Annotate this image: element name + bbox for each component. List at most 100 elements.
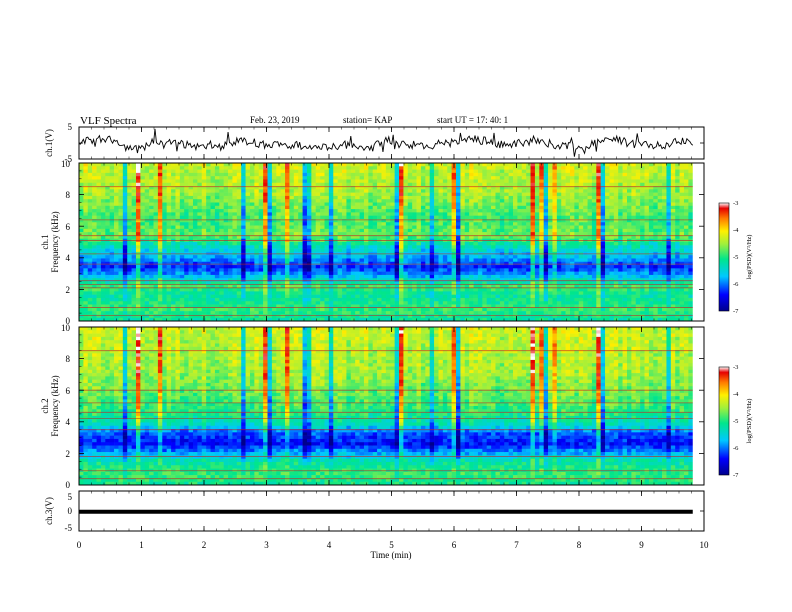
spectrogram-cell xyxy=(188,182,194,187)
spectrogram-cell xyxy=(258,176,264,180)
spectrogram-cell xyxy=(293,261,299,266)
spectrogram-cell xyxy=(144,307,150,312)
spectrogram-cell xyxy=(513,218,518,223)
spectrogram-cell xyxy=(232,166,238,170)
spectrogram-cell xyxy=(153,265,159,269)
spectrogram-cell xyxy=(83,281,89,286)
spectrogram-cell xyxy=(381,261,387,266)
spectrogram-cell xyxy=(350,261,356,266)
spectrogram-cell xyxy=(442,209,448,213)
spectrogram-cell xyxy=(175,228,181,233)
spectrogram-cell xyxy=(184,248,189,253)
spectrogram-cell xyxy=(306,189,312,193)
spectrogram-cell xyxy=(144,202,150,207)
spectrogram-cell xyxy=(434,222,439,226)
spectrogram-cell xyxy=(179,294,185,299)
spectrogram-cell xyxy=(118,288,124,292)
spectrogram-cell xyxy=(289,268,295,272)
spectrogram-cell xyxy=(289,317,295,322)
spectrogram-cell xyxy=(320,163,325,167)
spectrogram-cell xyxy=(144,218,150,223)
spectrogram-cell xyxy=(342,242,347,246)
spectrogram-cell xyxy=(289,186,295,190)
spectrogram-cell xyxy=(337,301,343,305)
spectrogram-cell xyxy=(469,209,474,213)
spectrogram-cell xyxy=(442,192,448,197)
spectrogram-cell xyxy=(122,294,128,299)
spectrogram-cell xyxy=(267,294,273,299)
spectrogram-cell xyxy=(263,245,268,249)
spectrogram-cell xyxy=(499,268,505,272)
spectrogram-cell xyxy=(513,265,518,269)
spectrogram-cell xyxy=(482,291,487,295)
spectrogram-cell xyxy=(403,245,409,249)
spectrogram-cell xyxy=(245,209,251,213)
spectrogram-cell xyxy=(486,271,492,276)
spectrogram-cell xyxy=(289,225,295,230)
spectrogram-cell xyxy=(162,311,167,315)
spectrogram-cell xyxy=(109,215,115,220)
spectrogram-cell xyxy=(122,225,128,230)
spectrogram-cell xyxy=(477,307,483,312)
spectrogram-cell xyxy=(254,294,260,299)
spectrogram-cell xyxy=(333,235,338,240)
spectrogram-cell xyxy=(311,281,317,286)
spectrogram-cell xyxy=(416,218,422,223)
spectrogram-cell xyxy=(179,205,185,210)
spectrogram-cell xyxy=(135,284,141,289)
spectrogram-cell xyxy=(486,311,492,315)
spectrogram-cell xyxy=(232,172,238,177)
spectrogram-cell xyxy=(258,297,264,302)
spectrogram-cell xyxy=(79,209,84,213)
spectrogram-cell xyxy=(469,317,474,322)
spectrogram-cell xyxy=(377,186,382,190)
spectrogram-cell xyxy=(460,261,466,266)
spectrogram-cell xyxy=(197,189,203,193)
spectrogram-cell xyxy=(228,317,233,322)
spectrogram-cell xyxy=(302,255,308,259)
spectrogram-cell xyxy=(131,294,137,299)
spectrogram-cell xyxy=(254,281,260,286)
spectrogram-cell xyxy=(328,169,334,174)
spectrogram-cell xyxy=(192,222,198,226)
spectrogram-cell xyxy=(337,225,343,230)
spectrogram-cell xyxy=(464,274,470,279)
spectrogram-cell xyxy=(517,202,523,207)
spectrogram-cell xyxy=(486,248,492,253)
spectrogram-cell xyxy=(508,163,514,167)
spectrogram-cell xyxy=(350,258,356,263)
spectrogram-cell xyxy=(96,169,102,174)
spectrogram-cell xyxy=(149,294,154,299)
spectrogram-cell xyxy=(206,242,211,246)
spectrogram-cell xyxy=(495,284,501,289)
spectrogram-cell xyxy=(285,202,290,207)
spectrogram-cell xyxy=(434,261,439,266)
spectrogram-cell xyxy=(447,218,452,223)
spectrogram-cell xyxy=(166,265,172,269)
spectrogram-cell xyxy=(96,317,102,322)
spectrogram-cell xyxy=(306,225,312,230)
spectrogram-cell xyxy=(385,278,391,282)
spectrogram-cell xyxy=(451,261,457,266)
spectrogram-cell xyxy=(144,169,150,174)
spectrogram-cell xyxy=(271,235,277,240)
spectrogram-cell xyxy=(293,163,299,167)
spectrogram-cell xyxy=(140,166,146,170)
spectrogram-cell xyxy=(131,202,137,207)
spectrogram-cell xyxy=(377,218,382,223)
spectrogram-cell xyxy=(513,199,518,203)
spectrogram-cell xyxy=(131,268,137,272)
spectrogram-cell xyxy=(407,278,413,282)
spectrogram-cell xyxy=(447,307,452,312)
spectrogram-cell xyxy=(280,205,286,210)
spectrogram-cell xyxy=(359,169,365,174)
spectrogram-cell xyxy=(280,215,286,220)
spectrogram-cell xyxy=(311,307,317,312)
spectrogram-cell xyxy=(153,288,159,292)
spectrogram-cell xyxy=(407,209,413,213)
spectrogram-cell xyxy=(188,288,194,292)
spectrogram-cell xyxy=(280,172,286,177)
spectrogram-cell xyxy=(223,265,229,269)
spectrogram-cell xyxy=(337,195,343,200)
spectrogram-cell xyxy=(219,163,224,167)
